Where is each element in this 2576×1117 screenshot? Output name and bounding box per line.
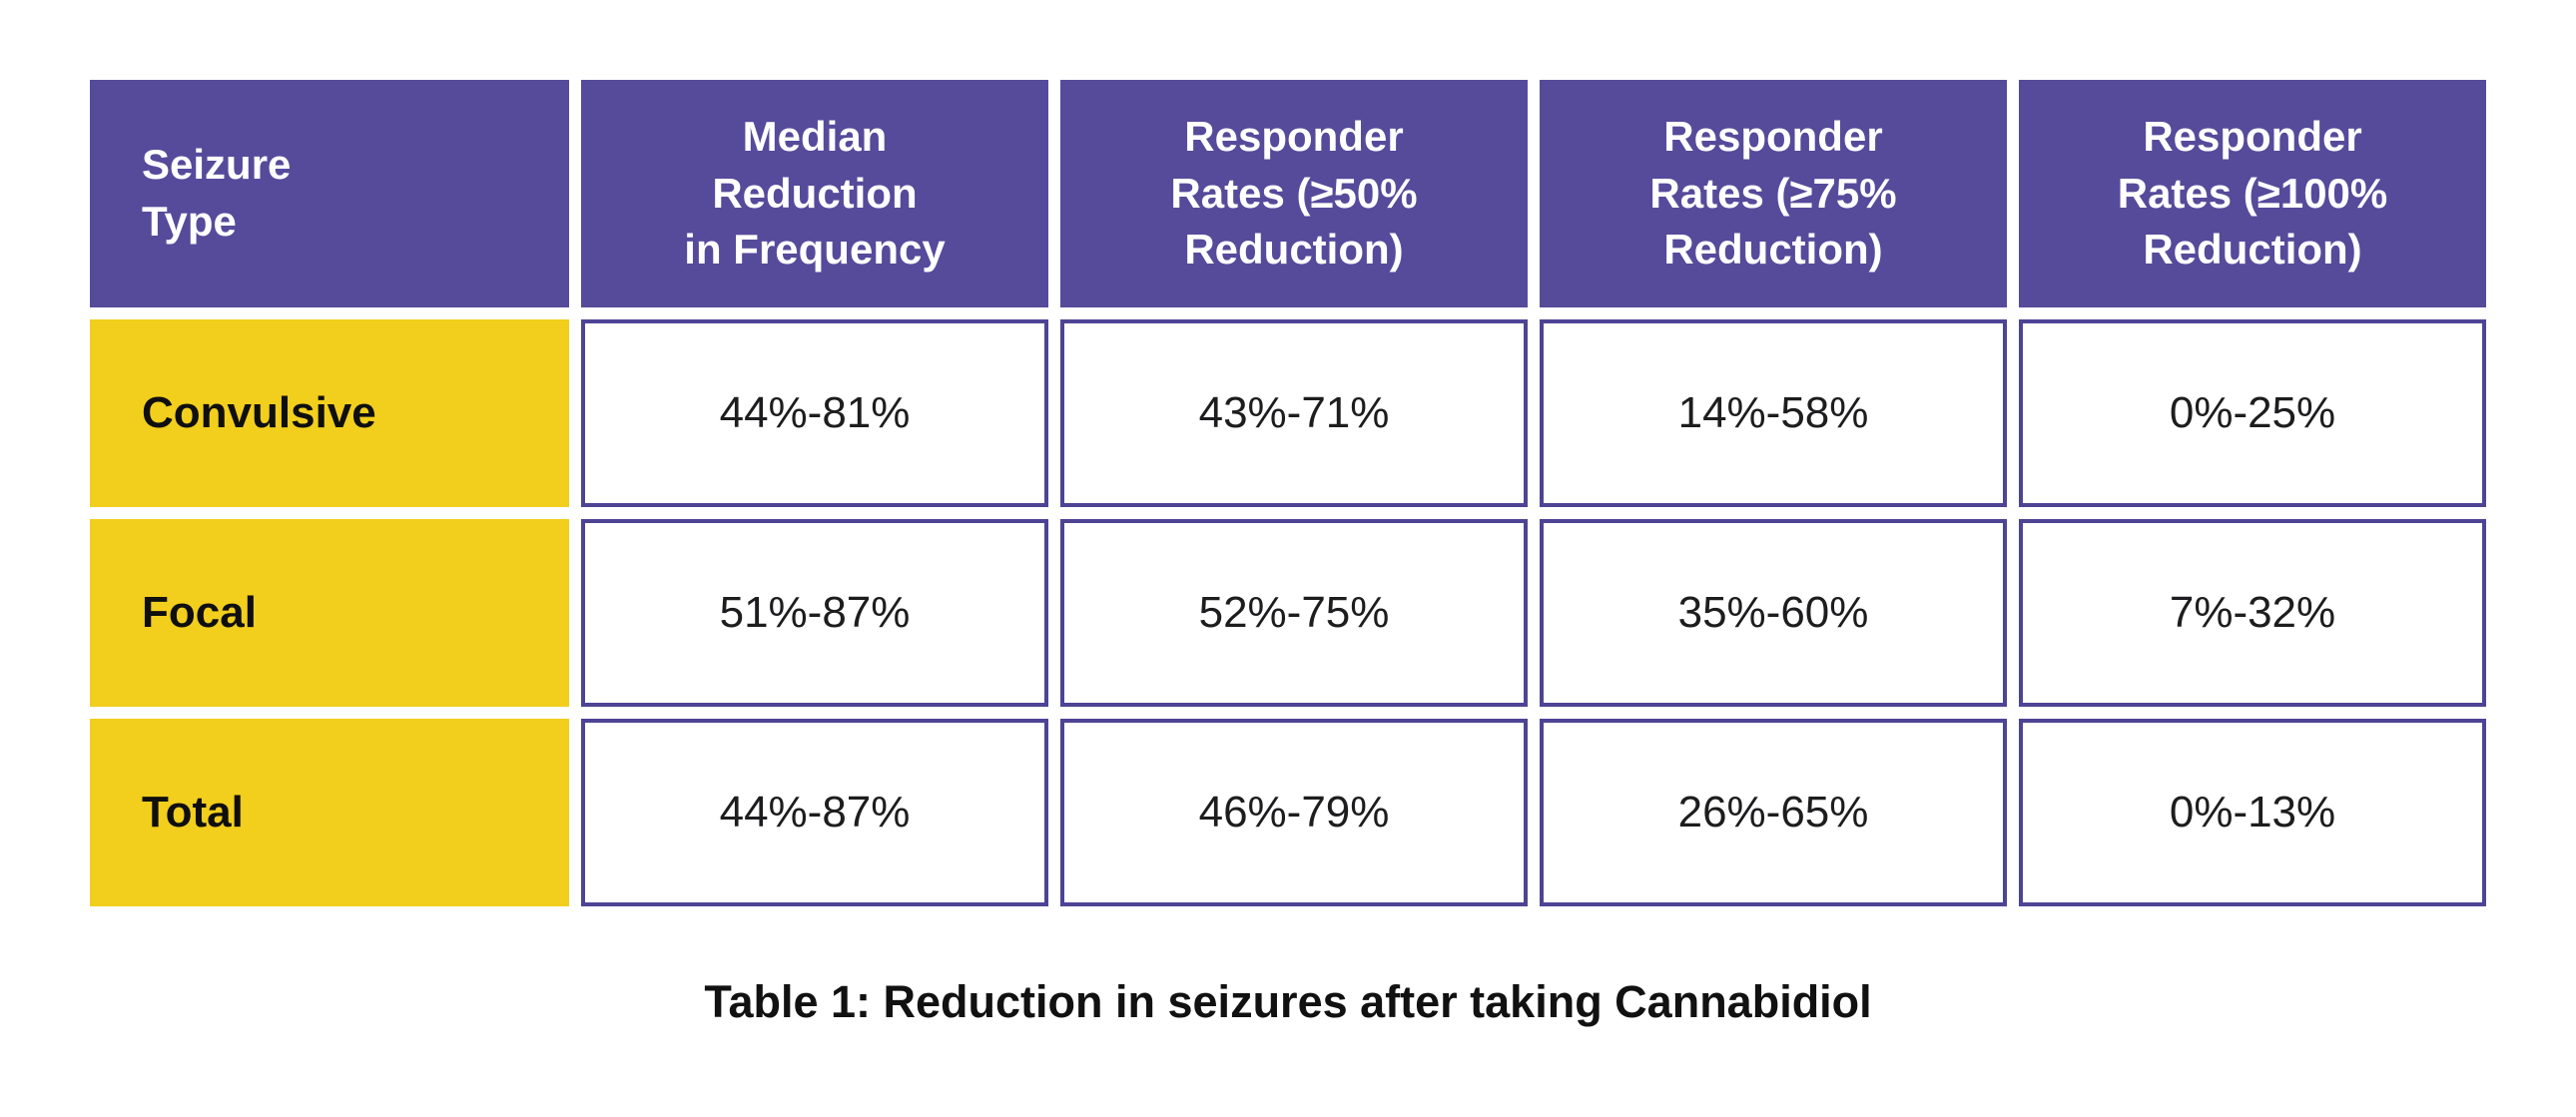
value-cell-focal-responder-50: 52%-75% [1060,519,1528,707]
header-cell-responder-50: Responder Rates (≥50% Reduction) [1060,80,1528,307]
header-cell-responder-75: Responder Rates (≥75% Reduction) [1540,80,2007,307]
row-label-focal: Focal [90,519,569,707]
header-cell-median-reduction: Median Reduction in Frequency [581,80,1048,307]
header-cell-responder-100: Responder Rates (≥100% Reduction) [2019,80,2486,307]
value-cell-convulsive-median: 44%-81% [581,319,1048,507]
value-cell-convulsive-responder-50: 43%-71% [1060,319,1528,507]
value-cell-total-responder-100: 0%-13% [2019,719,2486,906]
value-cell-total-median: 44%-87% [581,719,1048,906]
table-caption: Table 1: Reduction in seizures after tak… [704,976,1872,1027]
row-label-total: Total [90,719,569,906]
value-cell-focal-median: 51%-87% [581,519,1048,707]
value-cell-focal-responder-100: 7%-32% [2019,519,2486,707]
value-cell-focal-responder-75: 35%-60% [1540,519,2007,707]
header-cell-seizure-type: Seizure Type [90,80,569,307]
seizure-reduction-table: Seizure Type Median Reduction in Frequen… [90,80,2486,906]
value-cell-convulsive-responder-100: 0%-25% [2019,319,2486,507]
value-cell-convulsive-responder-75: 14%-58% [1540,319,2007,507]
row-label-convulsive: Convulsive [90,319,569,507]
value-cell-total-responder-75: 26%-65% [1540,719,2007,906]
value-cell-total-responder-50: 46%-79% [1060,719,1528,906]
